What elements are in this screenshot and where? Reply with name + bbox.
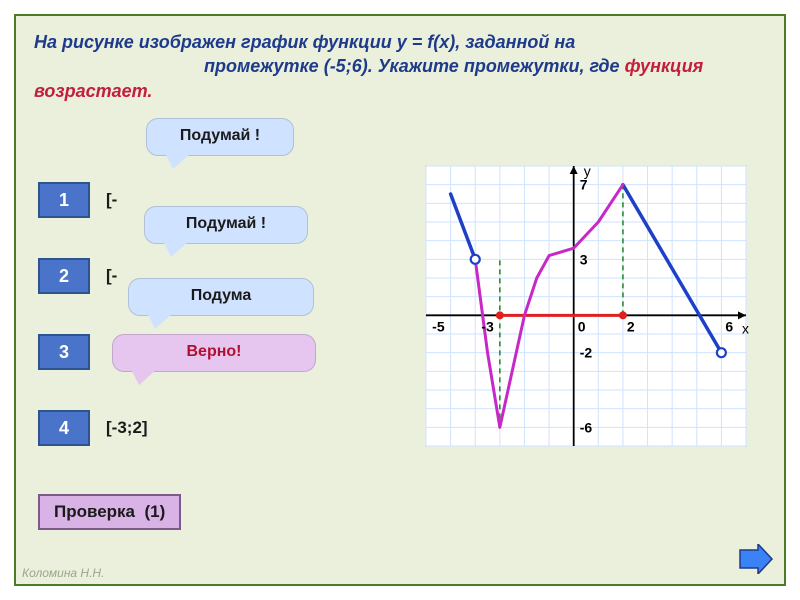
svg-text:6: 6 (725, 318, 733, 334)
answer-num-2: 2 (59, 266, 69, 287)
author-credit: Коломина Н.Н. (22, 566, 104, 580)
check-button-count: (1) (144, 502, 165, 521)
svg-text:2: 2 (627, 318, 635, 334)
question-line1: На рисунке изображен график функции y = … (34, 32, 575, 52)
svg-text:-2: -2 (580, 345, 593, 361)
chart: -5 -3 0 2 6 7 3 -2 -6 x y (416, 156, 756, 456)
check-button[interactable]: Проверка (1) (38, 494, 181, 530)
answer-text-4: [-3;2] (106, 418, 148, 438)
answer-button-2[interactable]: 2 (38, 258, 90, 294)
svg-text:0: 0 (578, 318, 586, 334)
arrow-right-icon (738, 544, 774, 574)
svg-text:7: 7 (580, 177, 588, 193)
answer-button-4[interactable]: 4 (38, 410, 90, 446)
slide-frame: На рисунке изображен график функции y = … (14, 14, 786, 586)
feedback-bubble-3: Подума (128, 278, 314, 316)
chart-svg: -5 -3 0 2 6 7 3 -2 -6 x y (416, 156, 756, 456)
feedback-bubble-1: Подумай ! (146, 118, 294, 156)
answer-num-3: 3 (59, 342, 69, 363)
question-line2: промежутке (-5;6). Укажите промежутки, г… (204, 56, 625, 76)
answer-num-1: 1 (59, 190, 69, 211)
answer-text-2: [- (106, 266, 117, 286)
feedback-bubble-2: Подумай ! (144, 206, 308, 244)
feedback-bubble-4: Верно! (112, 334, 316, 372)
svg-text:x: x (742, 320, 749, 336)
svg-text:y: y (584, 163, 591, 179)
svg-text:-3: -3 (481, 318, 494, 334)
check-button-label: Проверка (54, 502, 135, 521)
svg-text:-6: -6 (580, 419, 593, 435)
answer-button-3[interactable]: 3 (38, 334, 90, 370)
svg-text:-5: -5 (432, 318, 445, 334)
answer-num-4: 4 (59, 418, 69, 439)
svg-text:3: 3 (580, 251, 588, 267)
answer-text-1: [- (106, 190, 117, 210)
next-button[interactable] (738, 544, 774, 574)
answer-button-1[interactable]: 1 (38, 182, 90, 218)
question-text: На рисунке изображен график функции y = … (34, 30, 766, 103)
